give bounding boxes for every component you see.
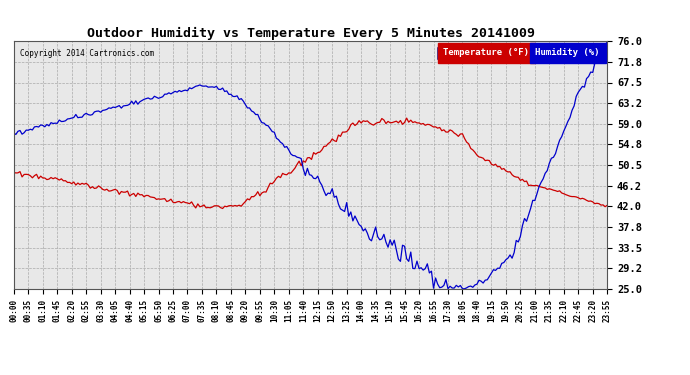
Text: Copyright 2014 Cartronics.com: Copyright 2014 Cartronics.com xyxy=(20,49,154,58)
Legend: Temperature (°F), Humidity (%): Temperature (°F), Humidity (%) xyxy=(437,46,602,60)
Title: Outdoor Humidity vs Temperature Every 5 Minutes 20141009: Outdoor Humidity vs Temperature Every 5 … xyxy=(86,27,535,40)
